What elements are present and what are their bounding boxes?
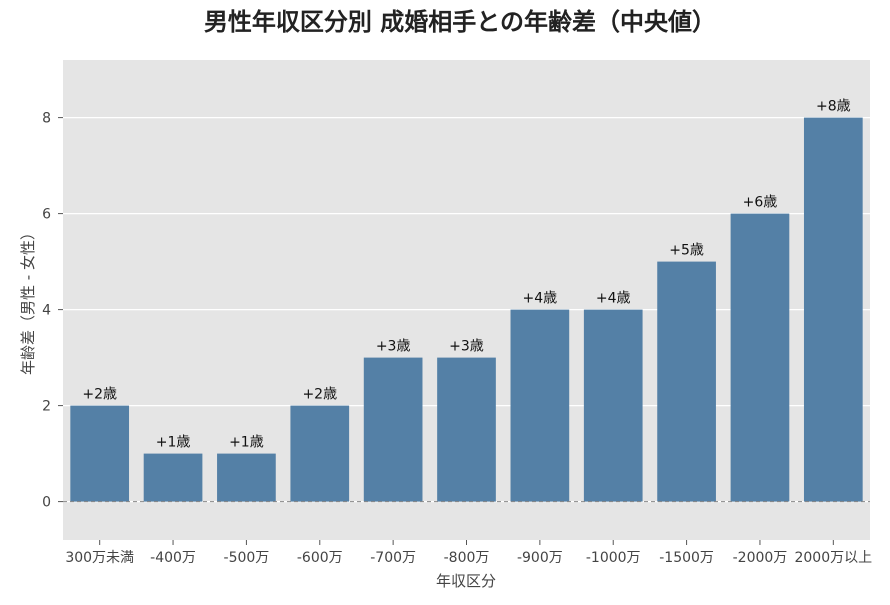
data-label: +1歳 (229, 435, 264, 451)
bar (143, 453, 203, 502)
data-label: +4歳 (523, 291, 558, 307)
data-label: +6歳 (743, 195, 778, 211)
bars (70, 117, 863, 502)
data-label: +2歳 (302, 387, 337, 403)
y-axis-ticks: 0 2 4 6 8 (42, 111, 63, 511)
bar (803, 117, 863, 502)
bar (437, 357, 496, 502)
bar (70, 405, 130, 502)
data-label: +3歳 (376, 339, 411, 355)
x-tick-label: -1500万 (659, 550, 714, 566)
bar (730, 213, 790, 502)
bar (583, 309, 643, 502)
y-tick-label: 4 (42, 303, 51, 319)
bar (363, 357, 423, 502)
y-tick-label: 0 (42, 495, 51, 511)
x-tick-label: -500万 (224, 550, 270, 566)
x-tick-label: -600万 (297, 550, 343, 566)
data-label: +1歳 (156, 435, 191, 451)
x-tick-label: 300万未満 (65, 550, 134, 566)
x-axis-ticks: 300万未満 -400万 -500万 -600万 -700万 -800万 -900万 -100… (65, 540, 872, 566)
data-label: +4歳 (596, 291, 631, 307)
y-tick-label: 2 (42, 399, 51, 415)
y-tick-label: 6 (42, 207, 51, 223)
x-tick-label: -900万 (517, 550, 563, 566)
x-tick-label: 2000万以上 (794, 550, 872, 566)
x-tick-label: -800万 (444, 550, 490, 566)
data-label: +5歳 (669, 243, 704, 259)
y-axis-label: 年齢差（男性 - 女性） (19, 225, 37, 375)
data-label: +2歳 (82, 387, 117, 403)
data-label: +3歳 (449, 339, 484, 355)
x-axis-label: 年収区分 (436, 572, 496, 590)
x-tick-label: -1000万 (586, 550, 641, 566)
x-tick-label: -2000万 (733, 550, 788, 566)
x-tick-label: -400万 (150, 550, 196, 566)
y-tick-label: 8 (42, 111, 51, 127)
bar (657, 261, 716, 502)
bar (510, 309, 570, 502)
data-labels: +2歳 +1歳 +1歳 +2歳 +3歳 +3歳 +4歳 +4歳 +5歳 +6歳 +8歳 (82, 99, 850, 451)
bar (290, 405, 350, 502)
bar (217, 453, 276, 502)
x-tick-label: -700万 (370, 550, 416, 566)
data-label: +8歳 (816, 99, 851, 115)
chart-title: 男性年収区分別 成婚相手との年齢差（中央値） (204, 8, 716, 36)
